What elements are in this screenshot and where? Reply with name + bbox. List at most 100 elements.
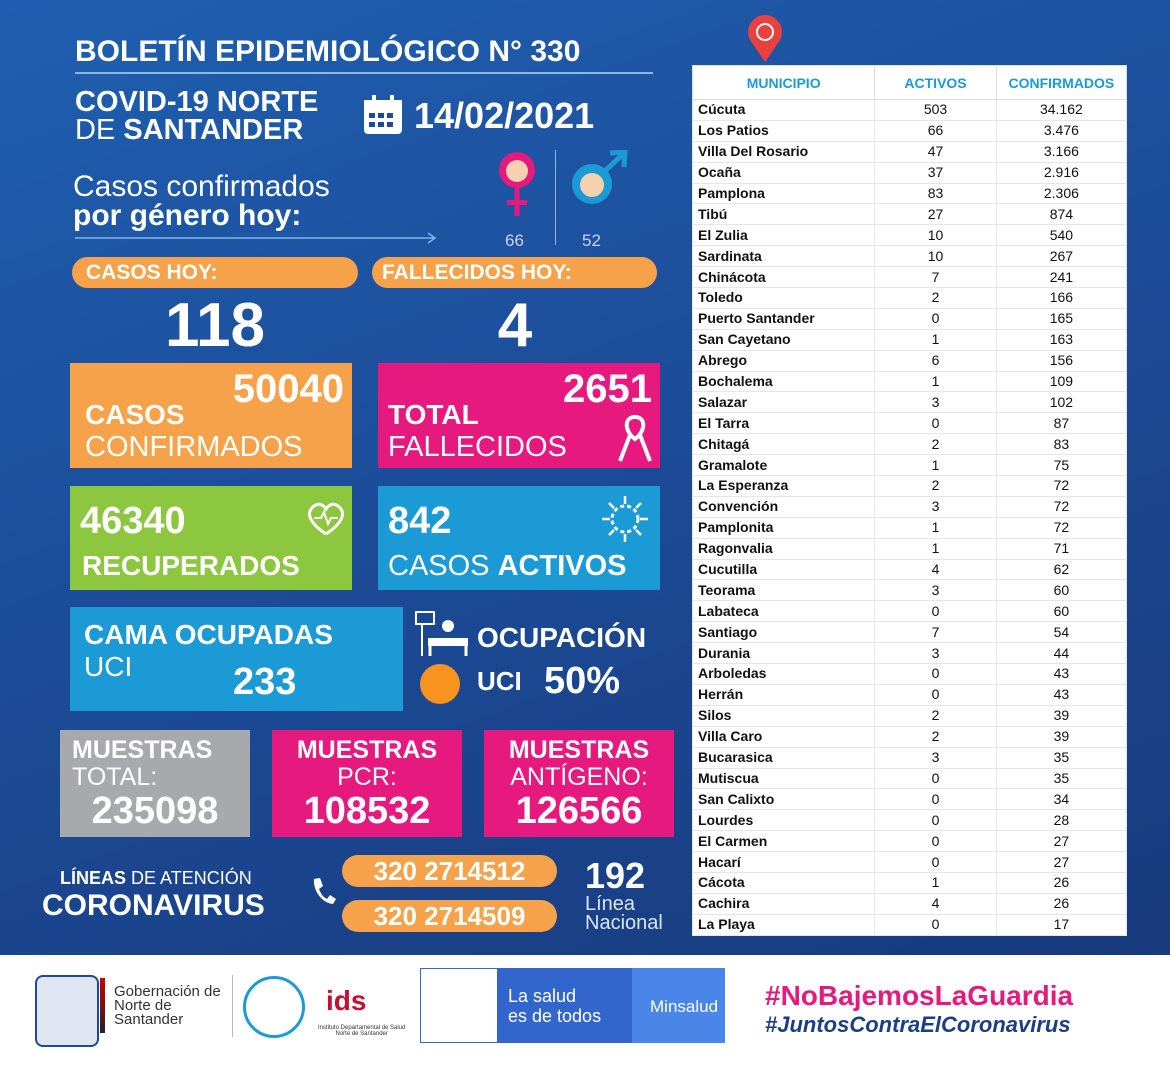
confirmed-count: 166 [995,287,1128,309]
active-count: 1 [874,516,997,539]
table-row: Toledo 2 166 [691,287,1128,309]
confirmed-value: 50040 [232,367,344,411]
confirmed-count: 874 [995,203,1128,226]
active-count: 503 [874,99,997,121]
gender-label: por género hoy: [73,199,302,232]
national-label: Nacional [585,912,663,934]
ids-name: Instituto Departamental de Salud Norte de… [318,1025,405,1037]
table-row: La Playa 0 17 [691,913,1128,936]
hotline-word: DE ATENCIÓN [131,868,252,888]
ids-logo: ids [326,985,367,1016]
confirmed-count: 60 [995,600,1128,623]
municipality: Durania [691,642,876,665]
active-count: 7 [874,621,997,644]
recovered-label: RECUPERADOS [82,550,300,581]
active-count: 6 [874,349,997,372]
confirmed-count: 2.306 [995,182,1128,205]
municipality: Chinácota [691,266,876,289]
confirmed-label: CONFIRMADOS [85,431,303,463]
confirmed-count: 34 [995,788,1128,811]
table-row: Cúcuta 503 34.162 [691,99,1128,121]
samples-sub: TOTAL: [72,763,158,791]
confirmed-count: 44 [995,642,1128,665]
column-header: MUNICIPIO [691,65,876,100]
active-count: 0 [874,412,997,435]
municipality: El Tarra [691,412,876,435]
national-number: 192 [585,855,646,896]
municipality: Villa Del Rosario [691,140,876,163]
table-row: Mutiscua 0 35 [691,767,1128,790]
active-count: 1 [874,328,997,351]
calendar-icon [364,95,402,134]
deaths-label: TOTAL [388,399,479,430]
phone: 320 2714512 [342,855,557,887]
confirmed-count: 540 [995,224,1128,247]
icu-label: CAMA OCUPADAS [84,619,333,650]
samples-card: MUESTRAS ANTÍGENO: 126566 [484,730,674,837]
hotline-title: CORONAVIRUS [42,889,265,922]
municipality: Silos [691,704,876,727]
active-count: 3 [874,391,997,414]
confirmed-count: 165 [995,307,1128,330]
municipality: Bucarasica [691,746,876,769]
confirmed-count: 3.166 [995,140,1128,163]
male-icon [572,150,628,204]
municipality: Villa Caro [691,725,876,748]
municipality: Ragonvalia [691,537,876,560]
municipality: Herrán [691,683,876,706]
table-row: Teorama 3 60 [691,579,1128,602]
municipality: El Zulia [691,224,876,247]
table-row: Cucutilla 4 62 [691,558,1128,581]
column-header: CONFIRMADOS [995,65,1128,100]
arrow [75,232,437,244]
gov-logo [35,975,99,1047]
column-header: ACTIVOS [874,65,997,100]
active-label: CASOS ACTIVOS [388,550,627,583]
confirmed-count: 27 [995,830,1128,853]
confirmed-count: 62 [995,558,1128,581]
active-count: 37 [874,161,997,184]
municipality: Teorama [691,579,876,602]
table-row: Tibú 27 874 [691,203,1128,226]
ids-line: Instituto Departamental de Salud [318,1025,406,1031]
confirmed-count: 35 [995,767,1128,790]
map-pin [748,15,782,63]
table-row: Bucarasica 3 35 [691,746,1128,769]
municipality: Ocaña [691,161,876,184]
active-count: 66 [874,119,997,142]
active-count: 1 [874,454,997,477]
table-row: El Tarra 0 87 [691,412,1128,435]
slogan-line: La salud [508,986,577,1006]
table-row: Durania 3 44 [691,642,1128,665]
minsalud: Minsalud [650,997,719,1016]
municipality: Abrego [691,349,876,372]
recovered-card: 46340 RECUPERADOS [70,486,352,590]
municipality: El Carmen [691,830,876,853]
region: DE SANTANDER [75,114,303,147]
confirmed-count: 267 [995,245,1128,268]
table-row: San Calixto 0 34 [691,788,1128,811]
table-row: El Carmen 0 27 [691,830,1128,853]
slogan-line: es de todos [508,1006,602,1026]
municipality: Bochalema [691,370,876,393]
confirmed-count: 26 [995,871,1128,894]
heart-icon [308,502,344,536]
table-row: Hacarí 0 27 [691,851,1128,873]
table-row: Ragonvalia 1 71 [691,537,1128,560]
active-count: 0 [874,830,997,853]
minsalud-panel [632,968,725,1043]
confirmed-count: 163 [995,328,1128,351]
divider [75,72,653,74]
region: COVID-19 NORTE [75,86,319,118]
confirmed-count: 35 [995,746,1128,769]
table-row: Pamplona 83 2.306 [691,182,1128,205]
confirmed-count: 72 [995,475,1128,497]
occupancy-label: UCI [477,666,522,696]
confirmed-count: 27 [995,851,1128,873]
ribbon-icon [618,415,652,462]
active-count: 83 [874,182,997,205]
active-count: 1 [874,871,997,894]
hotline-word: LÍNEAS [60,868,127,888]
table-row: Los Patios 66 3.476 [691,119,1128,142]
municipality: La Playa [691,913,876,936]
